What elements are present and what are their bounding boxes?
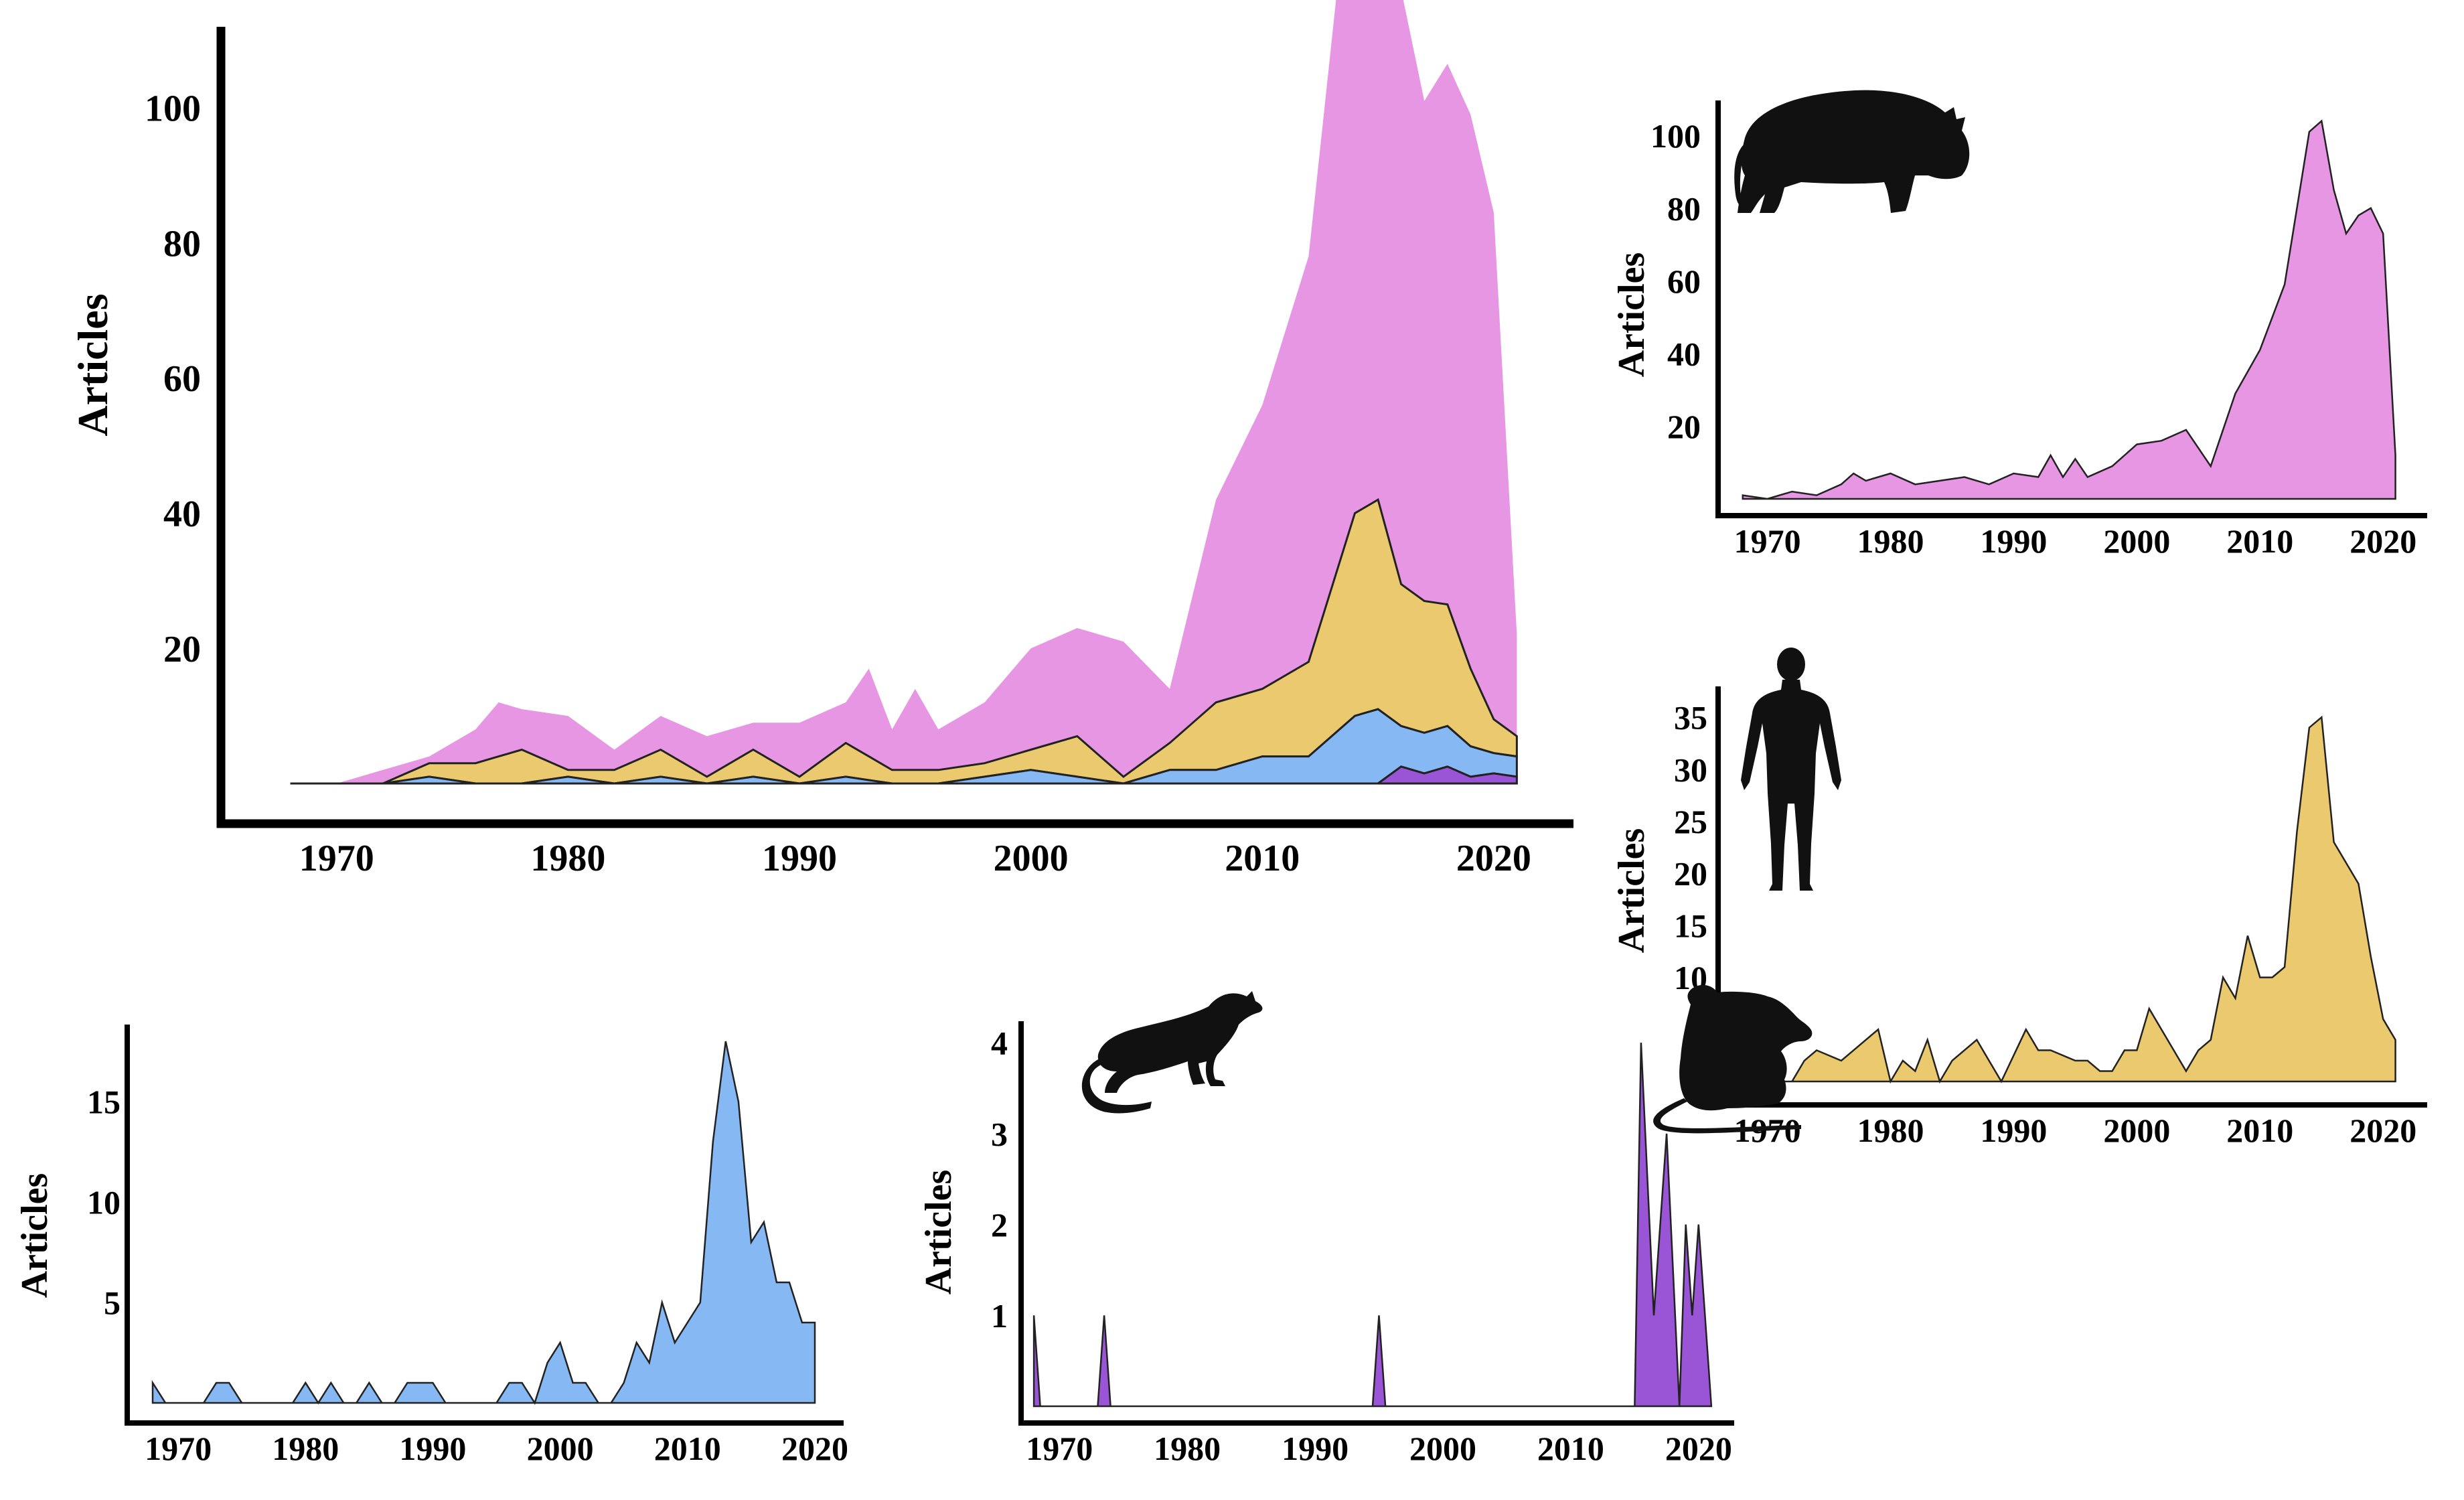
human-plot-area bbox=[1742, 715, 2396, 1084]
pig-y-axis-label: Articles bbox=[1611, 252, 1652, 378]
mouse-panel: 1970 1980 1990 2000 2010 2020 5 10 15 Articles bbox=[14, 1025, 848, 1467]
ferret-x-tick-label: 1970 bbox=[1026, 1430, 1093, 1467]
pig-y-tick-label: 20 bbox=[1667, 408, 1701, 445]
combined-x-tick-label: 2000 bbox=[994, 838, 1069, 879]
pig-x-tick-label: 2000 bbox=[2103, 522, 2170, 560]
combined-y-tick-label: 40 bbox=[163, 494, 201, 535]
ferret-x-tick-label: 1990 bbox=[1282, 1430, 1349, 1467]
ferret-y-tick-label: 4 bbox=[991, 1025, 1008, 1062]
pig-plot-area bbox=[1742, 119, 2396, 500]
mouse-x-tick-label: 1980 bbox=[272, 1430, 339, 1467]
human-y-tick-label: 35 bbox=[1674, 699, 1707, 737]
mouse-y-tick-label: 15 bbox=[87, 1083, 121, 1121]
human-y-tick-label: 15 bbox=[1674, 907, 1707, 944]
mouse-y-tick-label: 10 bbox=[87, 1184, 121, 1221]
human-icon bbox=[1741, 648, 1841, 891]
combined-y-tick-label: 100 bbox=[145, 88, 201, 130]
human-y-tick-label: 30 bbox=[1674, 751, 1707, 788]
ferret-x-tick-label: 2020 bbox=[1665, 1430, 1732, 1467]
pig-panel: 1970 1980 1990 2000 2010 202020406080100Artic… bbox=[1611, 100, 2427, 560]
ferret-y-tick-label: 3 bbox=[991, 1115, 1008, 1152]
mouse-y-tick-label: 5 bbox=[104, 1284, 121, 1322]
pig-x-tick-label: 2010 bbox=[2226, 522, 2293, 560]
combined-panel: 1970 1980 1990 2000 2010 202020406080100Artic… bbox=[69, 0, 1573, 879]
combined-series-ferret bbox=[290, 765, 1518, 785]
combined-y-tick-label: 60 bbox=[163, 358, 201, 400]
ferret-panel: 1970 1980 1990 2000 2010 2020 1 2 3 4 Articles bbox=[918, 1021, 1734, 1467]
human-x-tick-label: 2000 bbox=[2103, 1112, 2170, 1149]
ferret-y-axis-label: Articles bbox=[918, 1170, 959, 1295]
pig-icon bbox=[1734, 90, 1970, 213]
ferret-icon bbox=[1081, 991, 1263, 1114]
pig-y-tick-label: 100 bbox=[1650, 117, 1701, 155]
combined-x-tick-label: 1980 bbox=[530, 838, 605, 879]
mouse-plot-area bbox=[151, 1041, 816, 1405]
pig-x-tick-label: 1970 bbox=[1734, 522, 1801, 560]
human-panel: 19701980199020002010202005101520253035Ar… bbox=[1611, 686, 2427, 1149]
mouse-x-tick-label: 2020 bbox=[781, 1430, 848, 1467]
mouse-y-axis-label: Articles bbox=[14, 1173, 56, 1298]
ferret-y-tick-label: 1 bbox=[991, 1297, 1008, 1335]
human-x-tick-label: 2010 bbox=[2226, 1112, 2293, 1149]
combined-y-tick-label: 80 bbox=[163, 223, 201, 265]
human-y-axis-label: Articles bbox=[1611, 828, 1652, 954]
ferret-x-tick-label: 2010 bbox=[1537, 1430, 1604, 1467]
mouse-x-tick-label: 1970 bbox=[145, 1430, 212, 1467]
ferret-series-area bbox=[1032, 1043, 1713, 1408]
pig-x-tick-label: 2020 bbox=[2350, 522, 2416, 560]
pig-y-tick-label: 60 bbox=[1667, 262, 1701, 300]
human-y-tick-label: 20 bbox=[1674, 855, 1707, 893]
combined-x-tick-label: 1990 bbox=[762, 838, 837, 879]
pig-x-tick-label: 1990 bbox=[1980, 522, 2047, 560]
pig-x-tick-label: 1980 bbox=[1857, 522, 1924, 560]
mouse-icon bbox=[1653, 984, 1813, 1134]
combined-series-pig bbox=[290, 0, 1517, 783]
combined-x-tick-label: 1970 bbox=[299, 838, 374, 879]
human-y-tick-label: 25 bbox=[1674, 803, 1707, 840]
mouse-x-tick-label: 2000 bbox=[527, 1430, 594, 1467]
ferret-x-tick-label: 1980 bbox=[1154, 1430, 1221, 1467]
pig-series-area bbox=[1742, 119, 2396, 500]
combined-y-axis-label: Articles bbox=[69, 293, 117, 436]
combined-x-tick-label: 2020 bbox=[1456, 838, 1531, 879]
pig-y-tick-label: 40 bbox=[1667, 335, 1701, 372]
ferret-y-tick-label: 2 bbox=[991, 1206, 1008, 1244]
combined-x-tick-label: 2010 bbox=[1225, 838, 1300, 879]
mouse-series-area bbox=[151, 1041, 816, 1405]
human-x-tick-label: 1990 bbox=[1980, 1112, 2047, 1149]
ferret-plot-area bbox=[1032, 1043, 1713, 1408]
human-x-tick-label: 2020 bbox=[2350, 1112, 2416, 1149]
mouse-x-tick-label: 1990 bbox=[399, 1430, 466, 1467]
pig-y-tick-label: 80 bbox=[1667, 190, 1701, 227]
combined-y-tick-label: 20 bbox=[163, 629, 201, 670]
combined-plot-area bbox=[290, 0, 1518, 785]
ferret-x-tick-label: 2000 bbox=[1409, 1430, 1476, 1467]
mouse-x-tick-label: 2010 bbox=[654, 1430, 721, 1467]
human-x-tick-label: 1980 bbox=[1857, 1112, 1924, 1149]
human-series-area bbox=[1742, 715, 2396, 1084]
